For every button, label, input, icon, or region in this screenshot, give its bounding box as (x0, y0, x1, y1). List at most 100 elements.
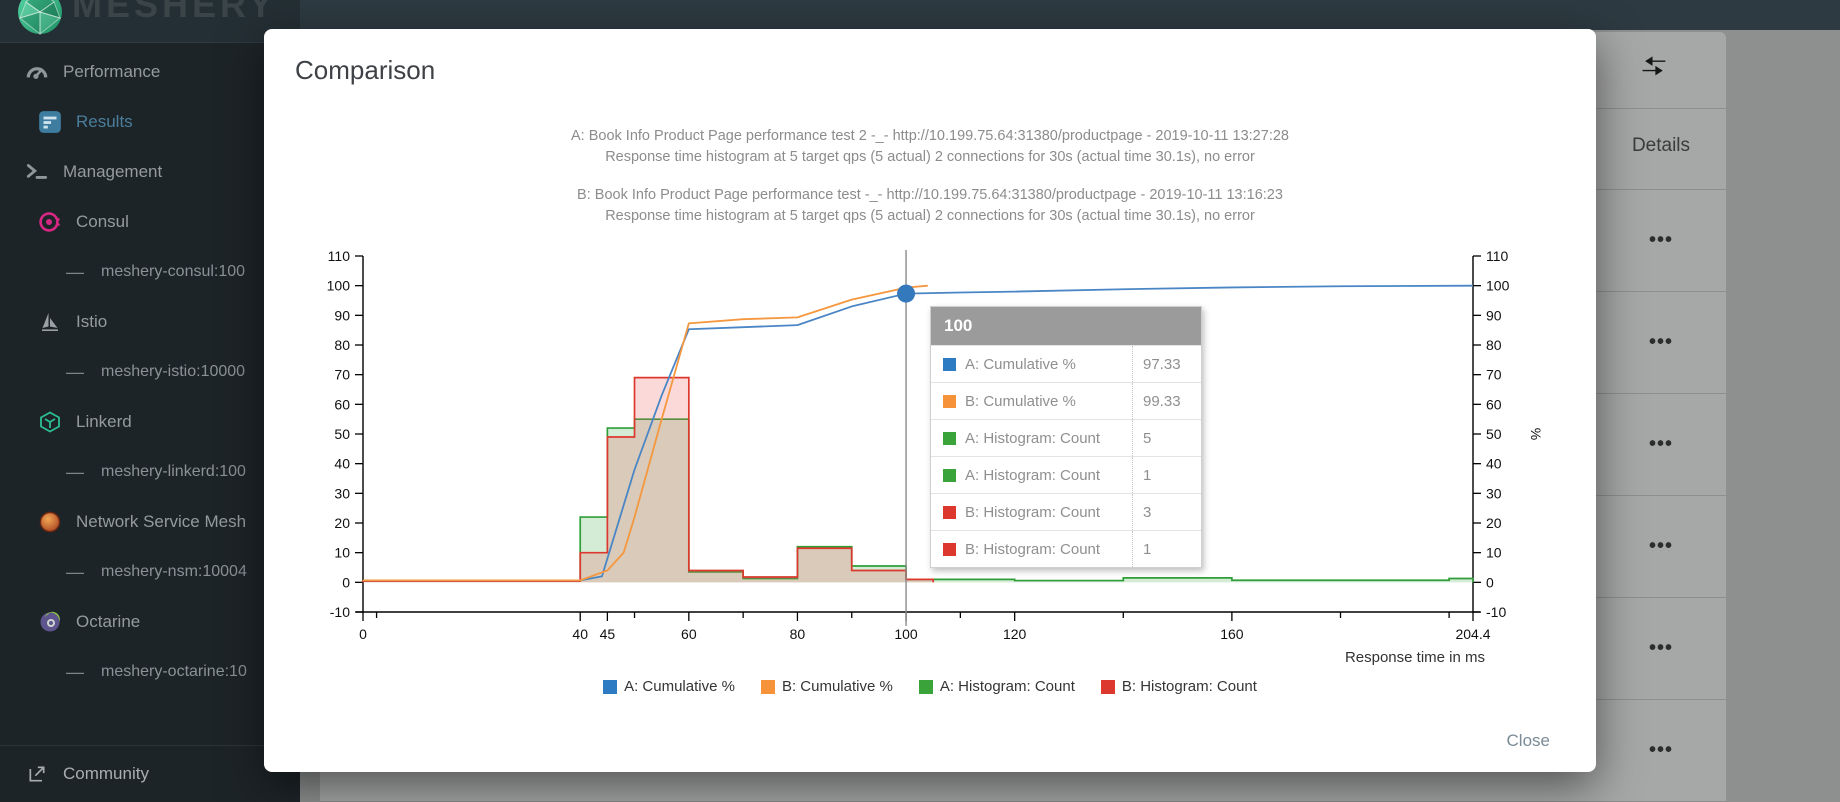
svg-text:90: 90 (1486, 307, 1502, 323)
legend-item-b-cumulative-[interactable]: B: Cumulative % (760, 678, 893, 695)
close-button[interactable]: Close (1501, 730, 1556, 752)
svg-text:50: 50 (1486, 426, 1502, 442)
results-icon (37, 109, 63, 135)
row-more-actions-button[interactable]: ••• (1641, 534, 1681, 559)
octarine-icon (37, 609, 63, 635)
row-more-actions-button[interactable]: ••• (1641, 330, 1681, 355)
compare-arrows-icon (1637, 56, 1673, 91)
top-app-bar (0, 0, 1840, 30)
row-more-actions-button[interactable]: ••• (1641, 432, 1681, 457)
sidebar-item-management[interactable]: Management (0, 147, 300, 197)
legend-label: B: Cumulative % (781, 678, 893, 695)
sidebar-item-network-service-mesh[interactable]: Network Service Mesh (0, 497, 300, 547)
legend-label: A: Histogram: Count (939, 678, 1075, 695)
chart-titles: A: Book Info Product Page performance te… (295, 126, 1565, 227)
series-swatch-icon (943, 505, 956, 519)
svg-text:10: 10 (1486, 545, 1502, 561)
svg-text:70: 70 (1486, 367, 1502, 383)
tooltip-row: A: Histogram: Count 5 (931, 419, 1201, 456)
sidebar-item-octarine[interactable]: Octarine (0, 597, 300, 647)
tooltip-series-value: 1 (1132, 457, 1201, 493)
sidebar-item-meshery-nsm-10004[interactable]: — meshery-nsm:10004 (0, 547, 300, 597)
sidebar-item-istio[interactable]: Istio (0, 297, 300, 347)
sidebar-item-meshery-linkerd-100[interactable]: — meshery-linkerd:100 (0, 447, 300, 497)
compare-arrows-button[interactable] (1637, 52, 1673, 88)
tooltip-series-label: B: Cumulative % (965, 392, 1076, 410)
legend-label: B: Histogram: Count (1121, 678, 1257, 695)
sidebar-item-results[interactable]: Results (0, 97, 300, 147)
nsm-icon (37, 509, 63, 535)
tooltip-series-value: 97.33 (1132, 346, 1201, 382)
row-more-actions-button[interactable]: ••• (1641, 636, 1681, 661)
sidebar-item-meshery-consul-100[interactable]: — meshery-consul:100 (0, 247, 300, 297)
tooltip-series-label: A: Histogram: Count (965, 466, 1101, 484)
sidebar: MESHERY Performance Results Management Cons… (0, 0, 300, 802)
dash-icon: — (66, 561, 84, 582)
terminal-icon (24, 159, 50, 185)
svg-text:10: 10 (334, 545, 350, 561)
sidebar-item-label: meshery-istio:10000 (101, 363, 246, 380)
sidebar-item-community[interactable]: Community (0, 746, 300, 802)
sidebar-item-label: Linkerd (76, 412, 132, 431)
sidebar-item-label: Performance (63, 62, 161, 81)
sidebar-item-label: meshery-nsm:10004 (101, 563, 247, 580)
logo-area[interactable]: MESHERY (0, 0, 300, 43)
tooltip-series-label: A: Cumulative % (965, 355, 1076, 373)
series-swatch-icon (943, 394, 956, 408)
legend-swatch-icon (603, 679, 618, 694)
sidebar-item-label: meshery-consul:100 (101, 263, 246, 280)
meshery-wordmark: MESHERY (72, 0, 277, 25)
legend-item-a-histogram-count[interactable]: A: Histogram: Count (918, 678, 1075, 695)
svg-text:80: 80 (334, 337, 350, 353)
legend-item-b-histogram-count[interactable]: B: Histogram: Count (1100, 678, 1257, 695)
tooltip-row: B: Cumulative % 99.33 (931, 382, 1201, 419)
tooltip-series-label: B: Histogram: Count (965, 503, 1101, 521)
svg-text:80: 80 (1486, 337, 1502, 353)
svg-text:60: 60 (334, 396, 350, 412)
legend-item-a-cumulative-[interactable]: A: Cumulative % (603, 678, 735, 695)
tooltip-series-label: B: Histogram: Count (965, 540, 1101, 558)
dash-icon: — (66, 361, 84, 382)
svg-text:60: 60 (681, 626, 697, 642)
tooltip-row: A: Histogram: Count 1 (931, 456, 1201, 493)
sidebar-item-meshery-octarine-10[interactable]: — meshery-octarine:10 (0, 647, 300, 697)
sidebar-item-linkerd[interactable]: Linkerd (0, 397, 300, 447)
chart-title-a-line2: Response time histogram at 5 target qps … (605, 149, 1255, 165)
svg-text:160: 160 (1220, 626, 1244, 642)
svg-text:110: 110 (328, 248, 351, 264)
comparison-chart[interactable]: 110 110 100 100 90 90 80 80 70 70 60 60 50 50 40 40 30 30… (295, 244, 1565, 674)
legend-label: A: Cumulative % (624, 678, 735, 695)
dash-icon: — (66, 661, 84, 682)
sidebar-item-meshery-istio-10000[interactable]: — meshery-istio:10000 (0, 347, 300, 397)
svg-text:%: % (1528, 428, 1544, 440)
consul-icon (37, 209, 63, 235)
row-more-actions-button[interactable]: ••• (1641, 738, 1681, 763)
svg-text:100: 100 (894, 626, 918, 642)
sidebar-item-label: Results (76, 112, 133, 131)
sidebar-item-label: Community (63, 764, 149, 783)
legend-swatch-icon (918, 679, 933, 694)
sidebar-item-label: Istio (76, 312, 108, 331)
dash-icon: — (66, 261, 84, 282)
external-link-icon (24, 761, 50, 787)
svg-text:80: 80 (790, 626, 806, 642)
series-swatch-icon (943, 431, 956, 445)
svg-text:-10: -10 (1486, 604, 1506, 620)
tooltip-row: B: Histogram: Count 3 (931, 493, 1201, 530)
chart-title-b-line2: Response time histogram at 5 target qps … (605, 208, 1255, 224)
svg-text:120: 120 (1003, 626, 1027, 642)
svg-text:40: 40 (334, 456, 350, 472)
dash-icon: — (66, 461, 84, 482)
details-column-header: Details (1631, 135, 1691, 156)
sidebar-item-label: Consul (76, 212, 129, 231)
sidebar-item-label: Octarine (76, 612, 141, 631)
svg-text:30: 30 (334, 485, 350, 501)
row-more-actions-button[interactable]: ••• (1641, 228, 1681, 253)
svg-text:0: 0 (1486, 574, 1494, 590)
tooltip-series-value: 3 (1132, 494, 1201, 530)
sidebar-item-performance[interactable]: Performance (0, 47, 300, 97)
sidebar-item-consul[interactable]: Consul (0, 197, 300, 247)
svg-text:20: 20 (1486, 515, 1502, 531)
svg-text:0: 0 (359, 626, 367, 642)
